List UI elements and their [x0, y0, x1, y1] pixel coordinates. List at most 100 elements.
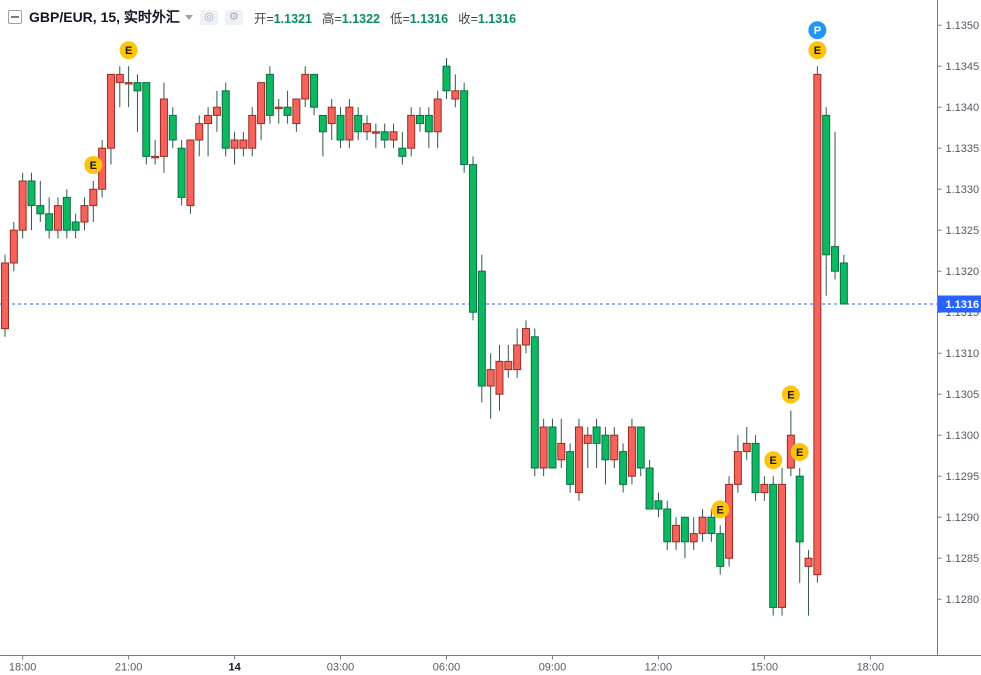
candle-body-up: [451, 90, 460, 100]
event-marker-E[interactable]: E: [790, 443, 809, 461]
symbol-title[interactable]: GBP/EUR, 15, 实时外汇: [29, 9, 180, 25]
event-marker-P[interactable]: P: [808, 21, 827, 40]
candle-body-up: [583, 434, 592, 444]
candle-body-up: [610, 434, 619, 461]
candle-body-down: [177, 147, 186, 198]
candle: [460, 82, 469, 173]
candle: [257, 82, 266, 140]
price-tick-label: 1.1340: [946, 102, 980, 114]
candle: [468, 156, 477, 321]
candle: [380, 123, 389, 149]
candle: [424, 107, 433, 149]
candle: [557, 418, 566, 468]
candle-body-down: [168, 114, 177, 141]
price-tick-label: 1.1295: [946, 471, 980, 483]
candle-body-down: [707, 516, 716, 535]
candle: [292, 98, 301, 132]
candle: [627, 418, 636, 485]
time-tick-label: 18:00: [9, 662, 37, 674]
candle-body-up: [212, 106, 221, 116]
event-marker-letter: P: [814, 25, 821, 37]
candle: [336, 107, 345, 149]
candle: [742, 427, 751, 460]
candle: [636, 426, 645, 477]
price-tick-label: 1.1345: [946, 61, 980, 73]
candle: [769, 476, 778, 616]
price-tick-label: 1.1325: [946, 225, 980, 237]
price-tick-label: 1.1285: [946, 553, 980, 565]
candle: [230, 131, 239, 165]
price-tick-label: 1.1310: [946, 348, 980, 360]
candle-body-up: [513, 344, 522, 371]
candle: [151, 140, 160, 165]
candle-body-up: [230, 139, 239, 149]
candle-body-down: [36, 205, 45, 215]
candle: [592, 418, 601, 468]
candle-body-down: [354, 114, 363, 133]
candle-body-down: [548, 426, 557, 469]
candle-body-up: [159, 98, 168, 157]
candle: [698, 509, 707, 542]
candle: [354, 107, 363, 140]
price-axis[interactable]: [938, 0, 981, 656]
candle-body-up: [274, 106, 283, 110]
event-marker-E[interactable]: E: [808, 41, 827, 60]
candle-body-up: [804, 557, 813, 567]
candle-body-up: [106, 73, 115, 149]
event-marker-letter: E: [814, 45, 821, 57]
candle: [822, 107, 831, 296]
circle-icon[interactable]: ◎: [199, 9, 218, 25]
candle-body-up: [151, 155, 160, 159]
ohlc-open: 开=1.1321: [253, 11, 312, 26]
ohlc-low: 低=1.1316: [390, 11, 449, 26]
chevron-down-icon[interactable]: [184, 14, 193, 20]
candle: [433, 90, 442, 149]
candle: [1, 254, 9, 337]
candle-body-up: [89, 188, 98, 207]
candle-body-up: [539, 426, 548, 469]
candle: [80, 197, 89, 231]
candle: [619, 443, 628, 493]
candle: [53, 197, 62, 239]
collapse-pane-icon[interactable]: [8, 10, 22, 24]
last-price-label: [938, 295, 981, 313]
event-marker-E[interactable]: E: [711, 500, 730, 519]
candle-body-down: [530, 336, 539, 469]
candle-body-down: [769, 483, 778, 608]
time-tick-label: 09:00: [539, 662, 567, 674]
candle-body-down: [62, 196, 71, 231]
candle-body-down: [442, 65, 451, 92]
candle: [62, 189, 71, 239]
candle: [371, 123, 380, 149]
price-tick-label: 1.1300: [946, 430, 980, 442]
candle: [495, 345, 504, 411]
event-marker-E[interactable]: E: [764, 451, 783, 470]
time-axis[interactable]: [0, 656, 981, 675]
candle-body-up: [80, 205, 89, 223]
price-tick-label: 1.1320: [946, 266, 980, 278]
candle-body-down: [716, 533, 725, 567]
event-marker-letter: E: [787, 390, 794, 402]
price-tick-label: 1.1350: [946, 20, 980, 32]
candle-body-up: [778, 483, 787, 608]
candle-body-up: [53, 205, 62, 231]
candle: [778, 468, 787, 616]
event-marker-E[interactable]: E: [84, 156, 103, 174]
gear-icon[interactable]: ⚙: [224, 9, 243, 25]
candle: [274, 99, 283, 124]
candle: [839, 254, 848, 305]
candle: [142, 82, 151, 165]
candle: [115, 66, 124, 108]
candle: [416, 107, 425, 132]
candle-body-up: [760, 483, 769, 494]
candle-body-down: [221, 90, 230, 149]
ohlc-readout: 开=1.1321 高=1.1322 低=1.1316 收=1.1316: [254, 8, 516, 27]
event-marker-E[interactable]: E: [781, 385, 800, 404]
candle: [71, 213, 80, 239]
candle: [9, 222, 18, 272]
event-marker-E[interactable]: E: [119, 41, 138, 60]
candle-body-up: [1, 262, 9, 330]
candle-body-up: [371, 131, 380, 134]
candle: [707, 509, 716, 542]
